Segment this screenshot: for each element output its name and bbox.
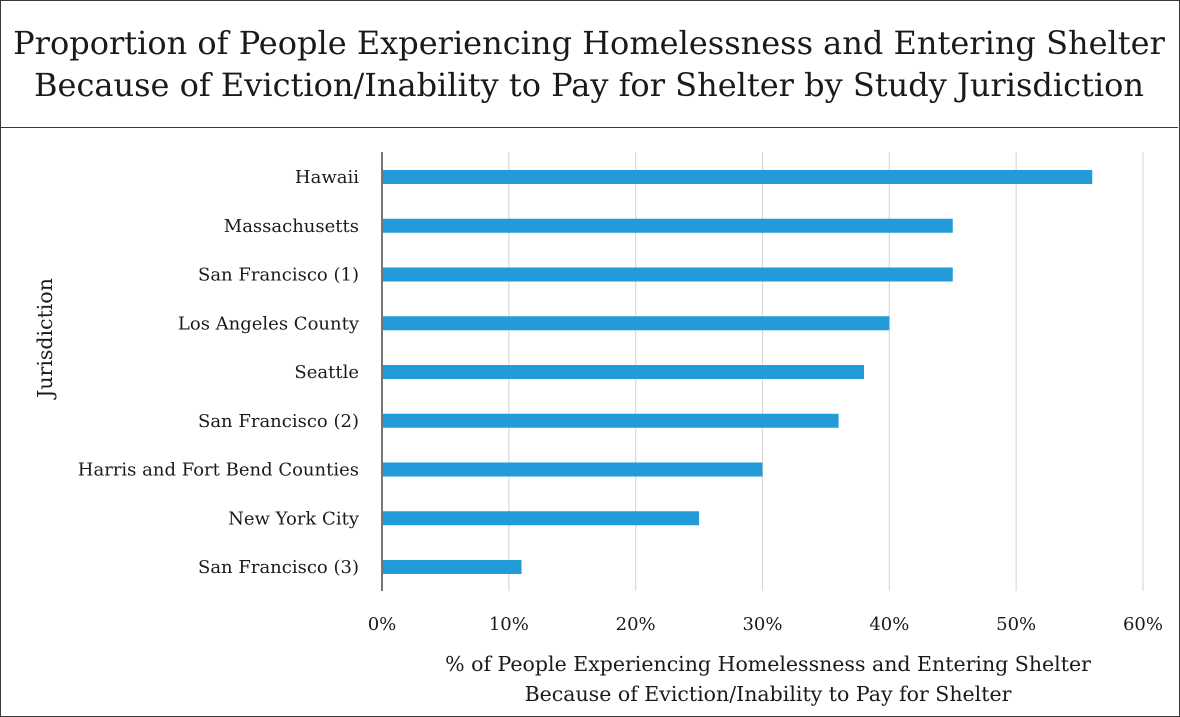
bar xyxy=(383,413,839,428)
x-tick-label: 0% xyxy=(368,614,397,635)
bar xyxy=(383,511,700,526)
bar xyxy=(383,560,522,574)
category-label: New York City xyxy=(228,508,360,529)
x-tick-label: 30% xyxy=(742,614,782,635)
bar xyxy=(383,267,953,282)
bars xyxy=(383,170,1093,574)
bar xyxy=(383,316,890,331)
category-label: San Francisco (2) xyxy=(198,411,359,432)
category-label: San Francisco (1) xyxy=(198,265,359,286)
bar xyxy=(383,170,1093,184)
x-tick-label: 60% xyxy=(1123,614,1163,635)
chart-title: Proportion of People Experiencing Homele… xyxy=(0,0,1178,128)
x-tick-label: 40% xyxy=(869,614,909,635)
bar xyxy=(383,218,953,233)
category-label: Massachusetts xyxy=(224,216,359,237)
category-label: Harris and Fort Bend Counties xyxy=(78,460,359,481)
chart-title-line-1: Proportion of People Experiencing Homele… xyxy=(13,23,1165,62)
x-tick-label: 20% xyxy=(616,614,656,635)
category-label: Los Angeles County xyxy=(178,313,360,334)
chart-title-line-2: Because of Eviction/Inability to Pay for… xyxy=(34,65,1144,104)
category-label: Hawaii xyxy=(295,167,359,188)
category-label: San Francisco (3) xyxy=(198,557,359,578)
y-axis-label: Jurisdiction xyxy=(33,278,57,400)
x-tick-labels: 0% 10% 20% 30% 40% 50% 60% xyxy=(368,614,1163,635)
bar xyxy=(383,365,864,379)
x-axis-label-line-1: % of People Experiencing Homelessness an… xyxy=(445,652,1091,676)
bar xyxy=(383,462,763,477)
category-label: Seattle xyxy=(294,362,359,383)
x-tick-label: 10% xyxy=(489,614,529,635)
x-tick-label: 50% xyxy=(996,614,1036,635)
bar-chart: Hawaii Massachusetts San Francisco (1) Los … xyxy=(33,152,1163,706)
category-labels: Hawaii Massachusetts San Francisco (1) Los … xyxy=(78,167,360,578)
x-axis-label-line-2: Because of Eviction/Inability to Pay for… xyxy=(525,682,1012,706)
